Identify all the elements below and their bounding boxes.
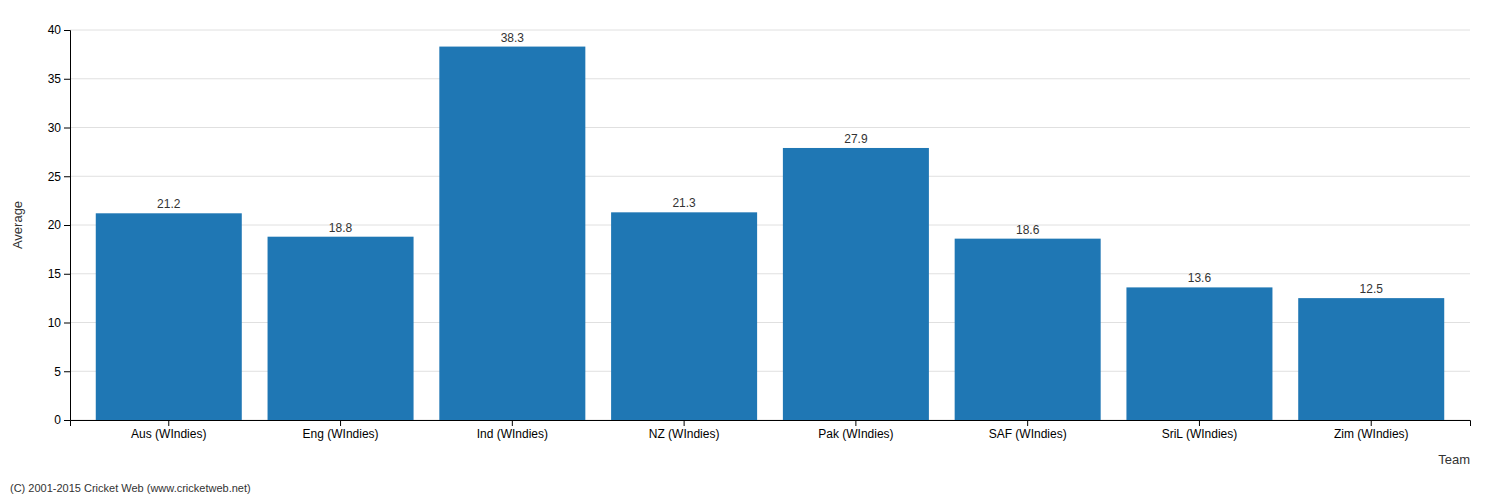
plot: 21.2 18.8 38.3 21.3 27.9 18.6 13.6 12.5 Aus (WIn…	[48, 23, 1471, 440]
x-tick-label: Eng (WIndies)	[303, 427, 379, 441]
y-tick: 20	[48, 218, 70, 232]
y-tick-mark	[64, 420, 70, 421]
y-tick-mark	[64, 176, 70, 177]
data-label: 27.9	[844, 132, 868, 146]
x-tick-label: SriL (WIndies)	[1162, 427, 1238, 441]
y-tick: 35	[48, 72, 70, 86]
y-tick-label: 10	[48, 316, 62, 330]
data-label: 21.3	[672, 196, 696, 210]
bar	[611, 212, 757, 420]
y-axis-line	[64, 31, 71, 421]
x-tick-mark	[684, 420, 685, 426]
x-axis: Aus (WIndies) Eng (WIndies) Ind (WIndies) N…	[71, 420, 1471, 441]
y-tick-mark	[64, 225, 70, 226]
x-tick-label: NZ (WIndies)	[649, 427, 720, 441]
y-tick-label: 5	[54, 365, 61, 379]
grid-line	[70, 78, 1470, 79]
data-label: 13.6	[1188, 271, 1212, 285]
x-tick-label: Aus (WIndies)	[131, 427, 206, 441]
data-label: 21.2	[157, 197, 181, 211]
x-tick-mark	[1371, 420, 1372, 426]
x-tick-label: Ind (WIndies)	[477, 427, 548, 441]
chart-container: 21.2 18.8 38.3 21.3 27.9 18.6 13.6 12.5 Aus (WIn…	[0, 0, 1500, 500]
y-tick-label: 20	[48, 218, 62, 232]
data-label: 18.6	[1016, 223, 1040, 237]
grid-line	[70, 225, 1470, 226]
y-tick-label: 15	[48, 267, 62, 281]
y-tick: 25	[48, 170, 70, 184]
bar	[268, 237, 414, 420]
bars	[96, 47, 1444, 420]
y-tick-mark	[64, 323, 70, 324]
x-tick: SriL (WIndies)	[1162, 420, 1238, 441]
y-tick-label: 35	[48, 72, 62, 86]
bar	[783, 148, 929, 420]
y-tick-mark	[64, 30, 70, 31]
x-tick-label: SAF (WIndies)	[989, 427, 1067, 441]
bar	[1126, 287, 1272, 420]
footer-text: (C) 2001-2015 Cricket Web (www.cricketwe…	[10, 482, 251, 494]
y-tick-mark	[64, 274, 70, 275]
data-label: 18.8	[329, 221, 353, 235]
y-tick-mark	[64, 79, 70, 80]
x-tick-mark	[1027, 420, 1028, 426]
x-tick-mark	[512, 420, 513, 426]
bar	[439, 47, 585, 420]
x-tick: Pak (WIndies)	[818, 420, 893, 441]
y-tick: 40	[48, 23, 70, 37]
x-tick: Eng (WIndies)	[303, 420, 379, 441]
bar	[96, 213, 242, 420]
y-axis: 0 5 10 15 20 25 30 35 40	[48, 23, 71, 427]
y-tick-label: 40	[48, 23, 62, 37]
y-tick-label: 25	[48, 170, 62, 184]
bar	[1298, 298, 1444, 420]
grid-line	[70, 176, 1470, 177]
grid	[70, 30, 1470, 420]
y-tick: 15	[48, 267, 70, 281]
chart: 21.2 18.8 38.3 21.3 27.9 18.6 13.6 12.5 Aus (WIn…	[0, 0, 1500, 500]
x-tick-mark	[340, 420, 341, 426]
x-axis-title: Team	[1438, 452, 1470, 467]
y-tick: 30	[48, 121, 70, 135]
x-tick-label: Zim (WIndies)	[1334, 427, 1409, 441]
x-tick: SAF (WIndies)	[989, 420, 1067, 441]
x-tick: Ind (WIndies)	[477, 420, 548, 441]
x-tick-mark	[168, 420, 169, 426]
y-tick-label: 30	[48, 121, 62, 135]
y-tick-mark	[64, 128, 70, 129]
y-tick: 0	[54, 413, 70, 427]
grid-line	[70, 30, 1470, 31]
bar	[955, 239, 1101, 420]
data-labels: 21.2 18.8 38.3 21.3 27.9 18.6 13.6 12.5	[157, 31, 1383, 297]
x-axis-line	[71, 421, 1471, 427]
x-tick-label: Pak (WIndies)	[818, 427, 893, 441]
annotations: (C) 2001-2015 Cricket Web (www.cricketwe…	[10, 482, 251, 494]
y-axis-title: Average	[10, 201, 25, 249]
x-tick: Zim (WIndies)	[1334, 420, 1409, 441]
x-tick-mark	[855, 420, 856, 426]
x-tick: Aus (WIndies)	[131, 420, 206, 441]
y-tick-label: 0	[54, 413, 61, 427]
x-tick: NZ (WIndies)	[649, 420, 720, 441]
y-tick: 10	[48, 316, 70, 330]
grid-line	[70, 127, 1470, 128]
y-tick-mark	[64, 371, 70, 372]
data-label: 38.3	[501, 31, 525, 45]
x-tick-mark	[1199, 420, 1200, 426]
y-tick: 5	[54, 365, 70, 379]
data-label: 12.5	[1360, 282, 1384, 296]
